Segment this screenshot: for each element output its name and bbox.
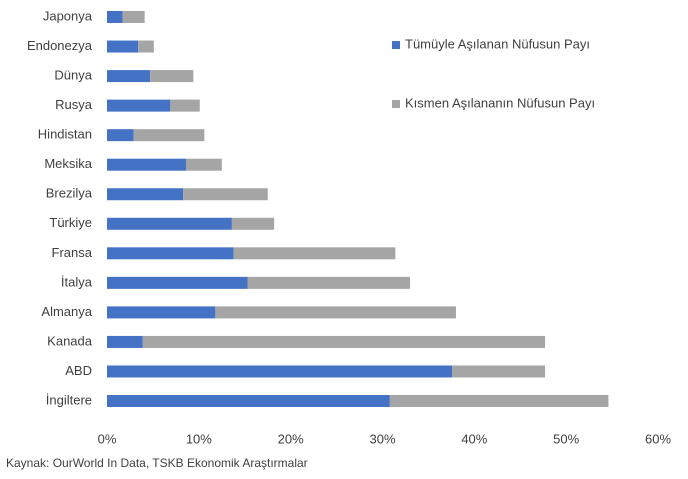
y-tick-label: Fransa [52,245,93,260]
bar-segment [107,70,151,83]
y-tick-label: İngiltere [46,392,92,407]
x-tick-label: 10% [186,431,212,446]
bar-segment [183,188,268,201]
x-tick-label: 60% [645,431,671,446]
bar-segment [107,188,184,201]
bar-segment [215,306,456,319]
bar-segment [142,335,546,348]
bar-segment [107,129,134,142]
bar-segment [107,247,234,260]
legend-label: Tümüyle Aşılanan Nüfusun Payı [405,36,590,51]
x-tick-label: 20% [278,431,304,446]
y-tick-label: ABD [65,363,92,378]
x-tick-label: 30% [369,431,395,446]
bar-segment [247,276,411,289]
legend-swatch [392,41,400,49]
y-tick-label: Kanada [47,333,93,348]
bar-segment [107,158,186,171]
y-tick-label: Brezilya [46,186,93,201]
legend-label: Kısmen Aşılananın Nüfusun Payı [405,95,595,110]
bar-segment [107,99,171,112]
bar-segment [107,365,453,378]
x-tick-label: 40% [461,431,487,446]
y-tick-label: İtalya [61,274,93,289]
bar-segment [389,395,609,408]
y-tick-label: Türkiye [49,215,92,230]
bar-segment [107,276,248,289]
bar-segment [185,158,222,171]
y-tick-label: Rusya [55,97,93,112]
y-tick-label: Hindistan [38,127,92,142]
y-tick-label: Almanya [41,304,92,319]
bar-segment [150,70,194,83]
bar-segment [122,11,145,23]
bar-segment [107,395,390,408]
bar-segment [233,247,396,260]
source-note: Kaynak: OurWorld In Data, TSKB Ekonomik … [6,456,308,470]
x-tick-label: 0% [98,431,117,446]
bar-segment [107,217,232,230]
y-tick-label: Meksika [44,156,92,171]
x-tick-label: 50% [553,431,579,446]
bar-segment [138,40,154,53]
bar-segment [107,40,139,53]
y-tick-label: Endonezya [27,38,93,53]
bar-segment [107,11,123,23]
bar-segment [170,99,200,112]
bar-segment [107,306,216,319]
legend-swatch [392,100,400,108]
bar-segment [231,217,275,230]
bar-segment [107,335,143,348]
bar-segment [452,365,546,378]
y-tick-label: Dünya [54,68,92,83]
y-tick-label: Japonya [43,8,93,23]
bar-segment [133,129,205,142]
